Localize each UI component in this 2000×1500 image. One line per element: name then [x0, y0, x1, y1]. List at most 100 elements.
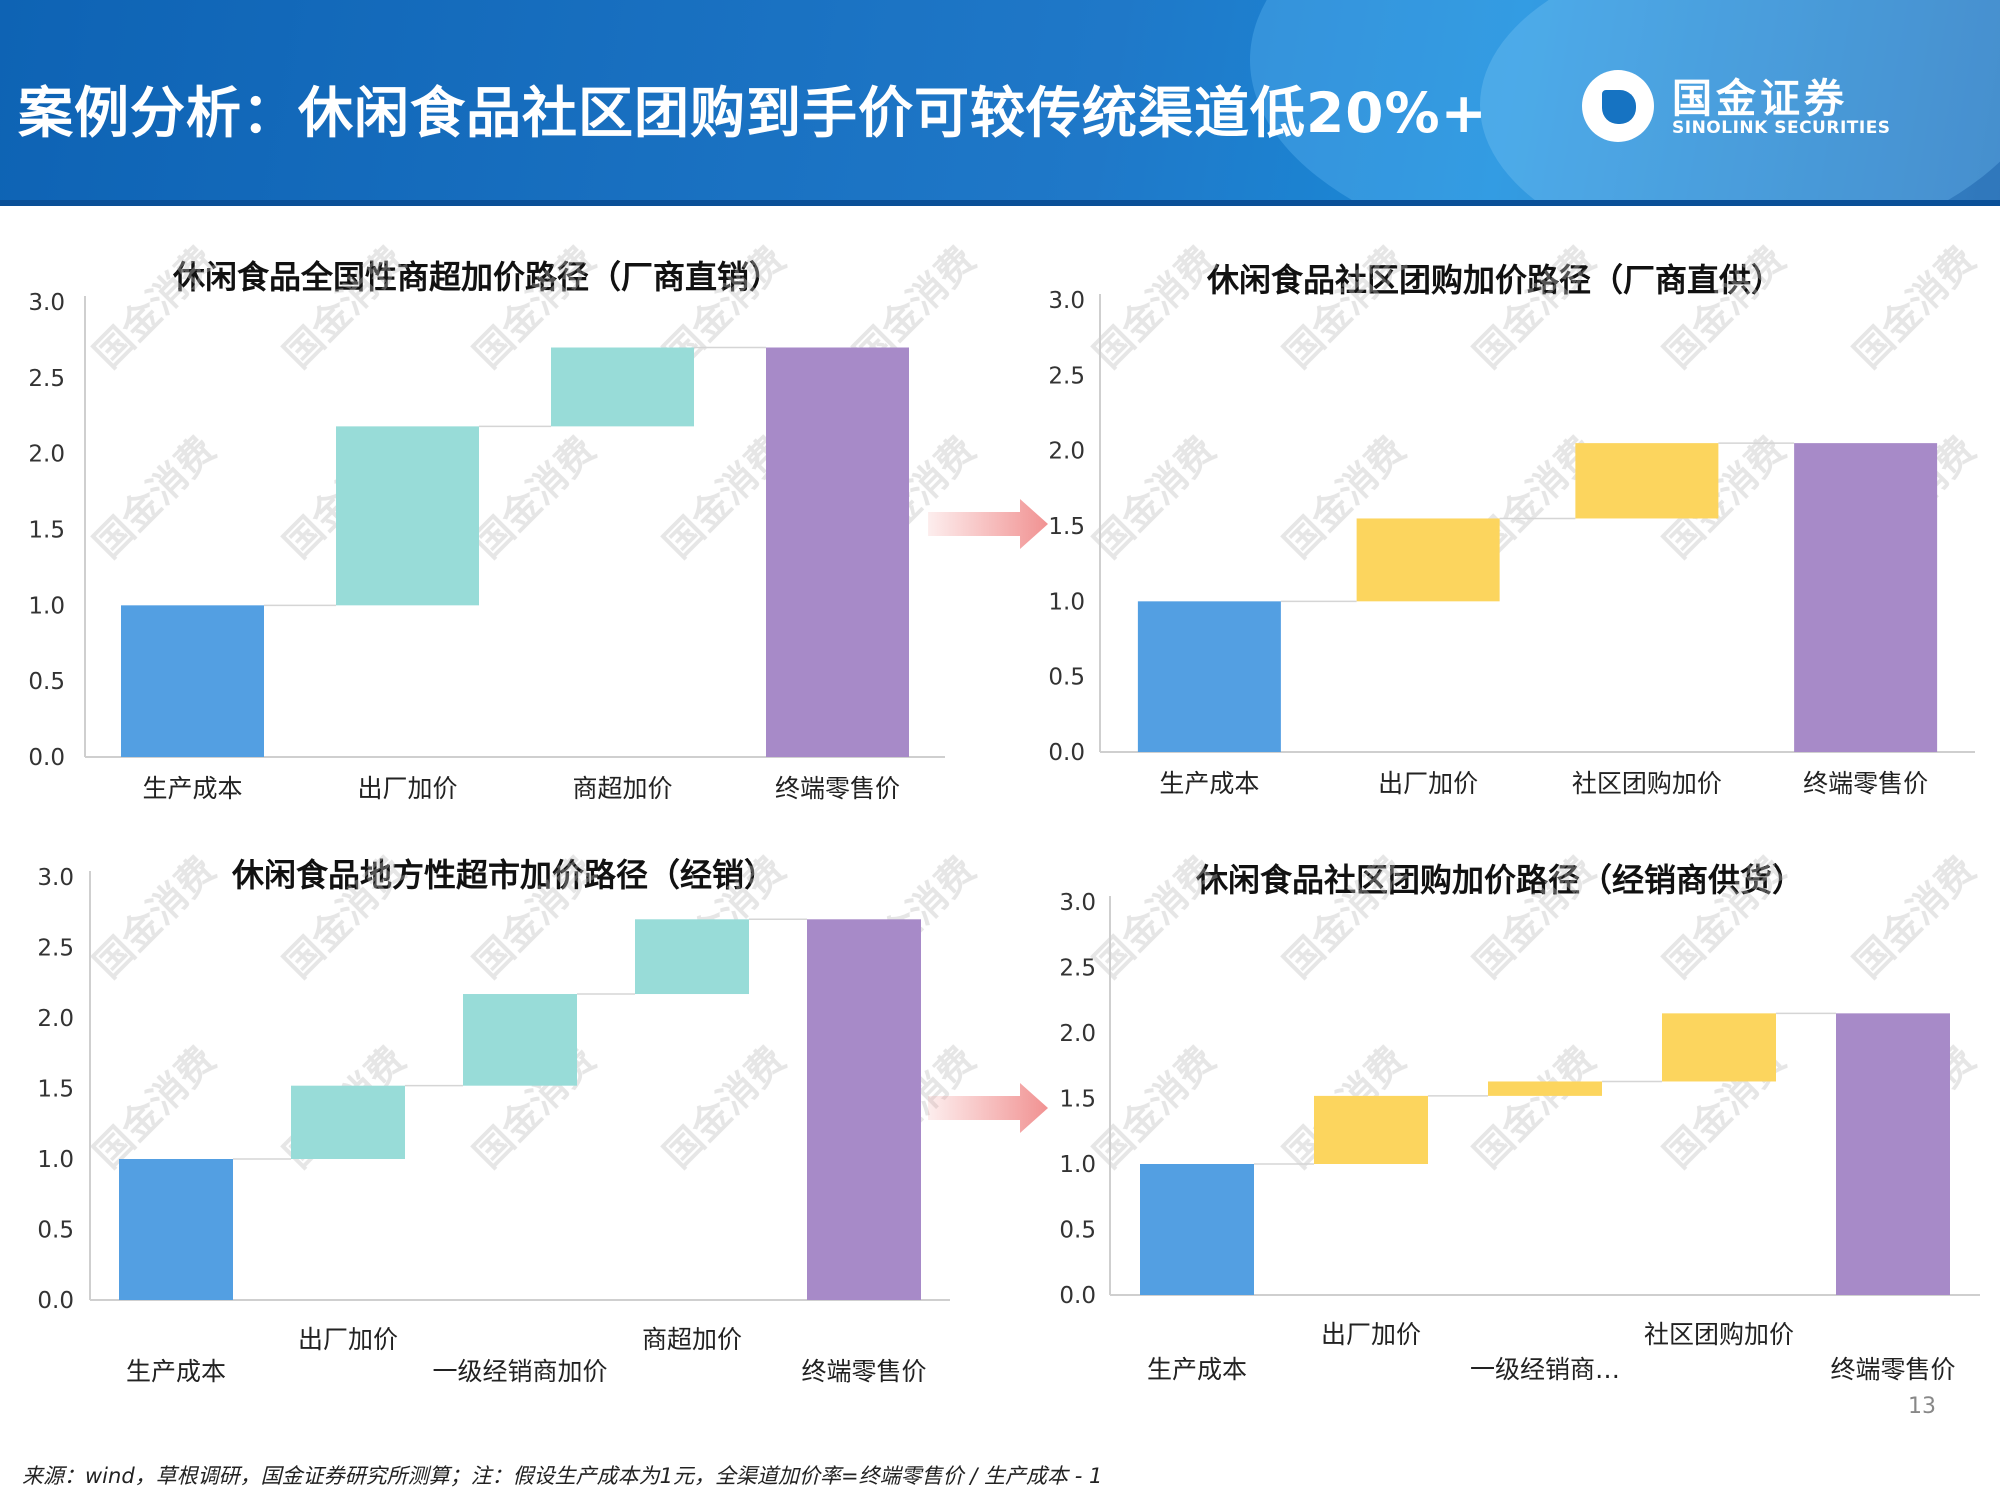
x-category-label: 出厂加价 — [1378, 769, 1478, 798]
x-category-label: 生产成本 — [1159, 769, 1259, 798]
x-category-label: 社区团购加价 — [1572, 769, 1722, 798]
bar-3 — [1575, 443, 1719, 519]
watermark-text: 国金消费 — [1655, 238, 1794, 377]
y-tick-label: 1.5 — [1048, 514, 1085, 540]
watermark-text: 国金消费 — [1465, 848, 1604, 987]
watermark-text: 国金消费 — [655, 1038, 794, 1177]
bar-1 — [1140, 1164, 1254, 1295]
watermark-text: 国金消费 — [85, 848, 224, 987]
y-tick-label: 0.0 — [1059, 1283, 1096, 1309]
chart-title: 休闲食品全国性商超加价路径（厂商直销） — [173, 258, 782, 296]
bar-4 — [1662, 1013, 1776, 1082]
bar-4 — [1794, 443, 1938, 752]
y-tick-label: 0.0 — [28, 745, 65, 771]
logo-text-cn: 国金证券 — [1672, 76, 1848, 122]
bar-2 — [291, 1085, 405, 1159]
x-category-label: 社区团购加价 — [1644, 1320, 1794, 1349]
right-arrow-icon — [928, 499, 1048, 549]
y-tick-label: 2.5 — [37, 936, 74, 962]
watermark-text: 国金消费 — [1845, 238, 1984, 377]
x-category-label: 终端零售价 — [801, 1357, 926, 1386]
watermark-text: 国金消费 — [1845, 848, 1984, 987]
waterfall-plot: 国金消费国金消费国金消费国金消费国金消费国金消费国金消费国金消费国金消费国金消费… — [1059, 848, 1984, 1384]
header-divider — [0, 200, 2000, 206]
bar-1 — [121, 605, 264, 757]
bar-1 — [1137, 601, 1281, 752]
watermark-text: 国金消费 — [1275, 848, 1414, 987]
y-tick-label: 3.0 — [28, 290, 65, 316]
source-footnote: 来源：wind，草根调研，国金证券研究所测算；注：假设生产成本为1元，全渠道加价… — [22, 1464, 1103, 1488]
watermark-text: 国金消费 — [1655, 848, 1794, 987]
y-tick-label: 2.0 — [37, 1006, 74, 1032]
waterfall-plot: 国金消费国金消费国金消费国金消费国金消费国金消费国金消费国金消费国金消费国金消费… — [1048, 238, 1984, 798]
bar-1 — [119, 1159, 233, 1300]
y-tick-label: 3.0 — [1059, 890, 1096, 916]
bar-2 — [1314, 1095, 1428, 1164]
chart-title: 休闲食品社区团购加价路径（经销商供货） — [1196, 861, 1805, 899]
waterfall-plot: 国金消费国金消费国金消费国金消费国金消费国金消费国金消费国金消费国金消费国金消费… — [37, 848, 983, 1386]
chart-title: 休闲食品社区团购加价路径（厂商直供） — [1207, 261, 1784, 299]
y-tick-label: 2.5 — [1048, 363, 1085, 389]
x-category-label: 生产成本 — [142, 774, 242, 803]
y-tick-label: 1.0 — [28, 593, 65, 619]
y-tick-label: 1.5 — [37, 1077, 74, 1103]
watermark-text: 国金消费 — [1085, 848, 1224, 987]
watermark-text: 国金消费 — [465, 428, 604, 567]
x-category-label: 生产成本 — [1147, 1355, 1247, 1384]
x-category-label: 终端零售价 — [1803, 769, 1928, 798]
bar-5 — [807, 919, 921, 1300]
x-category-label: 出厂加价 — [298, 1325, 398, 1354]
watermark-text: 国金消费 — [1465, 1038, 1604, 1177]
x-category-label: 商超加价 — [572, 774, 672, 803]
y-tick-label: 0.5 — [1059, 1218, 1096, 1244]
y-tick-label: 1.0 — [1048, 589, 1085, 615]
chart-local-supermarket-distribution: 休闲食品地方性超市加价路径（经销） 国金消费 国金消费 国金消费 国金消费 国金消费 国金… — [0, 840, 983, 1400]
x-category-label: 出厂加价 — [1321, 1320, 1421, 1349]
company-logo: 国金证券 SINOLINK SECURITIES — [1582, 66, 1962, 156]
header-banner: 案例分析：休闲食品社区团购到手价可较传统渠道低20%+ 国金证券 SINOLIN… — [0, 0, 2000, 206]
x-category-label: 一级经销商… — [1470, 1355, 1620, 1384]
page-number: 13 — [1908, 1394, 1936, 1419]
right-arrow-icon — [928, 1083, 1048, 1133]
bar-3 — [551, 347, 694, 427]
watermark-text: 国金消费 — [275, 238, 414, 377]
header-decoration-light — [1480, 0, 2000, 206]
watermark-text: 国金消费 — [1085, 238, 1224, 377]
y-tick-label: 1.5 — [28, 518, 65, 544]
bar-4 — [766, 347, 909, 757]
watermark-text: 国金消费 — [85, 428, 224, 567]
y-tick-label: 3.0 — [37, 865, 74, 891]
bar-2 — [1356, 518, 1500, 602]
watermark-text: 国金消费 — [1085, 428, 1224, 567]
bar-5 — [1836, 1013, 1950, 1295]
y-tick-label: 0.5 — [37, 1218, 74, 1244]
watermark-text: 国金消费 — [1465, 238, 1604, 377]
chart-title: 休闲食品地方性超市加价路径（经销） — [232, 856, 777, 894]
bar-4 — [635, 919, 749, 995]
bar-3 — [463, 994, 577, 1086]
watermark-text: 国金消费 — [85, 1038, 224, 1177]
chart-community-group-distributor: 休闲食品社区团购加价路径（经销商供货） 国金消费 国金消费 国金消费 国金消费 国金消费… — [1000, 840, 2000, 1400]
x-category-label: 商超加价 — [642, 1325, 742, 1354]
x-category-label: 出厂加价 — [357, 774, 457, 803]
x-category-label: 一级经销商加价 — [432, 1357, 607, 1386]
y-tick-label: 0.5 — [1048, 665, 1085, 691]
y-tick-label: 2.0 — [1059, 1021, 1096, 1047]
y-tick-label: 1.5 — [1059, 1087, 1096, 1113]
logo-mark-icon — [1582, 70, 1654, 142]
x-category-label: 终端零售价 — [775, 774, 900, 803]
waterfall-plot: 国金消费国金消费国金消费国金消费国金消费国金消费国金消费国金消费国金消费国金消费… — [28, 238, 983, 803]
y-tick-label: 2.5 — [1059, 956, 1096, 982]
y-tick-label: 2.0 — [1048, 439, 1085, 465]
bar-2 — [336, 426, 479, 606]
y-tick-label: 0.5 — [28, 669, 65, 695]
chart-community-group-direct: 休闲食品社区团购加价路径（厂商直供） 国金消费 国金消费 国金消费 国金消费 国金消费国… — [1000, 230, 2000, 820]
y-tick-label: 1.0 — [37, 1147, 74, 1173]
y-tick-label: 0.0 — [1048, 740, 1085, 766]
y-tick-label: 3.0 — [1048, 288, 1085, 314]
y-tick-label: 2.0 — [28, 442, 65, 468]
y-tick-label: 1.0 — [1059, 1152, 1096, 1178]
y-tick-label: 2.5 — [28, 366, 65, 392]
watermark-text: 国金消费 — [465, 848, 604, 987]
y-tick-label: 0.0 — [37, 1288, 74, 1314]
